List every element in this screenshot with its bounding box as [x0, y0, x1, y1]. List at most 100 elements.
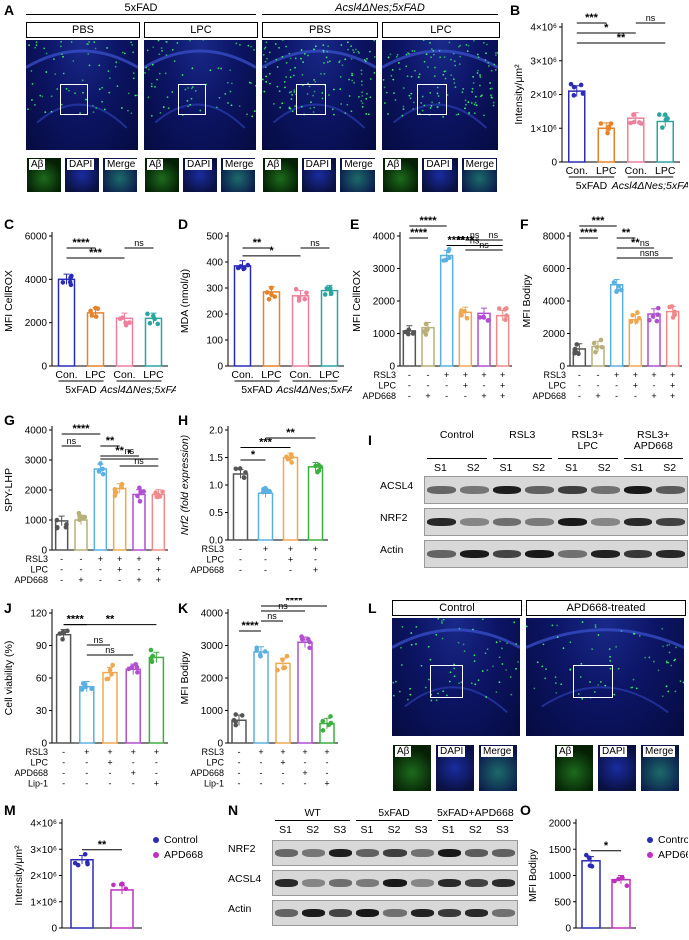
blot-band	[525, 550, 554, 558]
plaque-dot	[127, 109, 129, 112]
cond-header: Control	[392, 600, 522, 616]
condition-sign: +	[481, 370, 486, 380]
roi-box	[59, 84, 89, 115]
condition-row-label: Lip-1	[204, 779, 224, 789]
condition-sign: +	[136, 575, 141, 585]
plaque-dot	[482, 41, 485, 44]
data-point	[65, 628, 70, 634]
roi-box	[296, 84, 326, 115]
data-point	[574, 350, 579, 355]
plaque-dot	[361, 91, 364, 94]
data-point	[423, 321, 429, 327]
x-tick-label: LPC	[319, 369, 340, 381]
plaque-dot	[202, 40, 205, 41]
condition-sign: +	[78, 575, 83, 585]
panel-label-c: C	[4, 216, 15, 232]
data-point	[138, 489, 143, 495]
data-point	[608, 121, 614, 126]
plaque-dot	[358, 52, 360, 54]
plaque-dot	[430, 48, 433, 50]
x-tick-label: LPC	[655, 165, 676, 177]
plaque-dot	[194, 89, 197, 92]
plaque-dot	[43, 47, 46, 50]
plaque-dot	[187, 87, 190, 89]
plaque-dot	[230, 104, 233, 107]
micrograph-texture	[526, 621, 684, 714]
plaque-dot	[93, 41, 96, 44]
sig-label: ns	[267, 611, 277, 621]
plaque-dot	[474, 683, 477, 686]
plaque-dot	[453, 667, 456, 670]
plaque-dot	[373, 71, 376, 74]
plaque-dot	[313, 90, 316, 93]
micrograph-texture	[144, 40, 256, 129]
data-point	[594, 344, 600, 350]
condition-row-label: RSL3	[25, 747, 48, 757]
sig-label: ****	[241, 620, 259, 632]
plaque-dot	[477, 69, 479, 72]
plaque-dot	[392, 78, 395, 81]
channel-tile: DAPI	[435, 744, 475, 792]
panel-label-j: J	[4, 600, 12, 616]
condition-sign: +	[481, 391, 486, 401]
blot-band	[590, 486, 620, 494]
bar	[275, 662, 291, 744]
plaque-dot	[542, 643, 545, 646]
sig-label: ns	[94, 635, 104, 645]
plaque-dot	[668, 651, 671, 654]
plaque-dot	[264, 66, 267, 69]
hippocampus-curve	[154, 103, 246, 129]
blot-band	[525, 486, 554, 494]
plaque-dot	[405, 65, 408, 68]
plaque-dot	[360, 100, 363, 102]
condition-sign: +	[670, 381, 675, 391]
data-point	[67, 279, 73, 285]
data-point	[126, 666, 132, 672]
plaque-dot	[433, 75, 436, 78]
data-point	[110, 662, 115, 668]
y-tick-label: 1.5	[209, 453, 223, 464]
condition-row-label: APD668	[190, 768, 224, 778]
x-tick-label: LPC	[596, 165, 617, 177]
condition-sign: -	[99, 565, 102, 575]
y-axis-label: Cell viability (%)	[3, 641, 15, 716]
sig-label: ***	[585, 12, 599, 24]
data-point	[587, 855, 592, 861]
plaque-dot	[569, 669, 572, 671]
plaque-dot	[673, 659, 676, 662]
plaque-dot	[95, 107, 98, 109]
data-point	[628, 120, 633, 126]
plaque-dot	[224, 92, 227, 95]
condition-sign: -	[264, 555, 267, 565]
data-point	[109, 671, 114, 677]
channel-label: Merge	[105, 159, 137, 170]
plaque-dot	[173, 60, 176, 63]
blot-group-line	[558, 458, 618, 459]
plaque-dot	[108, 91, 111, 94]
bar	[93, 468, 108, 551]
plaque-dot	[593, 691, 596, 693]
condition-sign: -	[85, 758, 88, 768]
condition-sign: -	[615, 381, 618, 391]
condition-sign: +	[651, 391, 656, 401]
plaque-dot	[361, 102, 364, 105]
plaque-dot	[536, 661, 539, 664]
group-label: Acsl4ΔNes;5xFAD	[611, 180, 688, 192]
data-point	[503, 317, 508, 323]
plaque-dot	[360, 69, 363, 72]
blot-band	[427, 518, 456, 526]
data-point	[446, 248, 451, 254]
plaque-dot	[479, 84, 481, 87]
plaque-dot	[209, 69, 212, 72]
condition-sign: -	[85, 779, 88, 789]
plaque-dot	[470, 102, 473, 104]
y-tick-label: 0	[217, 362, 223, 373]
plaque-dot	[632, 678, 635, 681]
data-point	[611, 280, 617, 285]
y-tick-label: 1000	[373, 329, 396, 340]
plaque-dot	[290, 90, 293, 93]
plaque-dot	[488, 65, 490, 67]
plaque-dot	[390, 74, 393, 77]
